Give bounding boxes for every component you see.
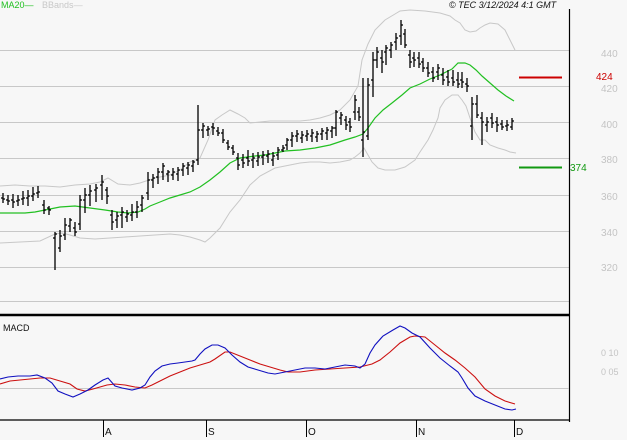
legend-bbands: BBands—: [42, 0, 83, 10]
macd-axis-label: 0 10: [601, 348, 619, 358]
macd-signal-line: [0, 335, 516, 405]
macd-panel-title: MACD: [3, 323, 30, 333]
price-bars: [1, 20, 514, 270]
price-axis-label: 400: [601, 120, 618, 131]
price-axis-label: 360: [601, 192, 618, 203]
copyright-timestamp: © TEC 3/12/2024 4:1 GMT: [449, 0, 557, 10]
price-axis-label: 380: [601, 155, 618, 166]
x-axis-label-oct: O: [308, 427, 316, 438]
support-level-label: 374: [570, 163, 587, 174]
price-axis-label: 440: [601, 49, 618, 60]
price-axis-label: 420: [601, 84, 618, 95]
x-axis-label-dec: D: [516, 427, 524, 438]
bbands-upper-line: [0, 9, 516, 188]
bbands-lower-line: [0, 94, 517, 244]
x-axis-label-nov: N: [418, 427, 426, 438]
price-axis-label: 340: [601, 228, 618, 239]
x-axis-label-sep: S: [208, 427, 215, 438]
x-axis-ticks: [103, 420, 515, 437]
macd-line: [0, 325, 517, 411]
x-axis-label-aug: A: [105, 427, 112, 438]
price-gridlines: [0, 50, 569, 302]
legend-ma20: MA20—: [1, 0, 34, 10]
chart-legend: MA20— BBands—: [1, 0, 83, 11]
resistance-level-label: 424: [596, 72, 613, 83]
ma20-line: [0, 62, 515, 214]
macd-axis-label: 0 05: [601, 367, 619, 377]
price-axis-label: 320: [601, 263, 618, 274]
